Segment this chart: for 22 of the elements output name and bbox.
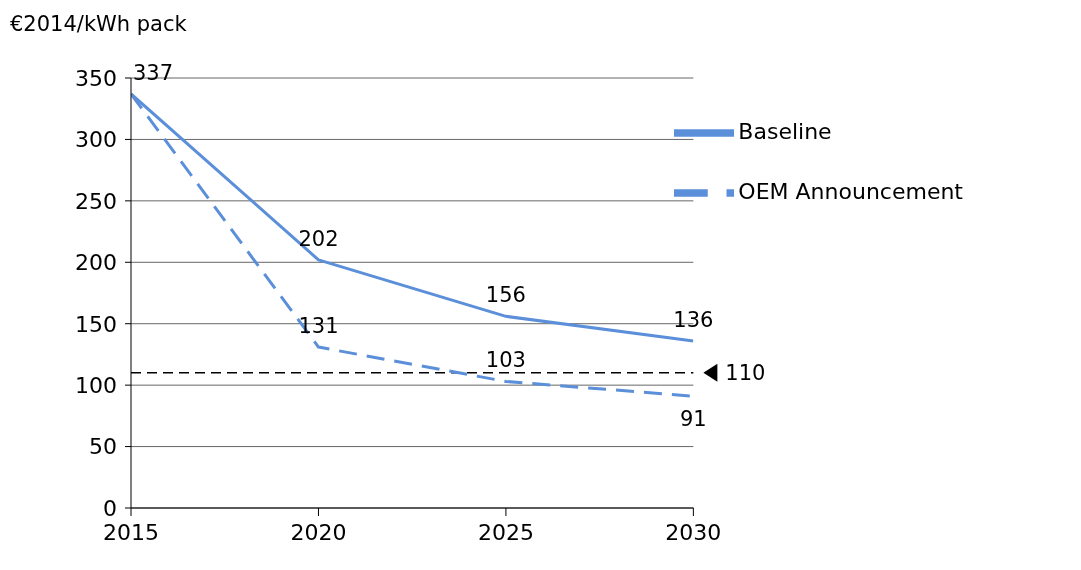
- data-label: 202: [298, 226, 339, 251]
- data-label: 136: [673, 307, 714, 332]
- data-label: 103: [485, 348, 526, 373]
- x-tick-label: 2020: [290, 519, 347, 545]
- y-axis-title: €2014/kWh pack: [10, 12, 187, 36]
- y-tick-label: 200: [75, 250, 117, 276]
- x-tick-label: 2015: [103, 519, 159, 545]
- y-tick-label: 50: [89, 434, 117, 460]
- y-tick-label: 250: [75, 188, 117, 214]
- data-label: 156: [485, 283, 526, 308]
- y-tick-label: 350: [75, 65, 117, 91]
- data-label: 337: [132, 60, 174, 85]
- data-label: 91: [679, 407, 707, 432]
- legend-label: OEM Announcement: [738, 179, 963, 204]
- y-tick-label: 300: [75, 127, 117, 153]
- x-tick-label: 2030: [665, 519, 722, 545]
- y-tick-label: 100: [75, 372, 117, 398]
- x-tick-label: 2025: [477, 519, 534, 545]
- y-tick-label: 0: [103, 495, 117, 521]
- ref-line-label: 110: [725, 360, 766, 385]
- legend-label: Baseline: [738, 119, 832, 144]
- y-tick-label: 150: [75, 311, 117, 337]
